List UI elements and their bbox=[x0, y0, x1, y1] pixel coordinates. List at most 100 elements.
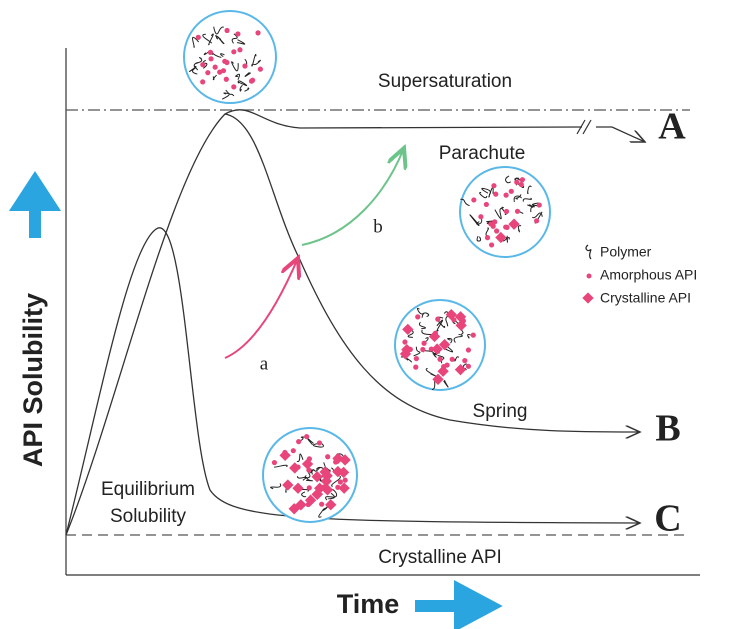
polymer-chain bbox=[476, 235, 482, 242]
polymer-chain bbox=[432, 352, 440, 355]
spring-label: Spring bbox=[473, 401, 528, 422]
polymer-chain bbox=[501, 206, 507, 215]
crystal bbox=[402, 323, 414, 336]
amorphous-dot bbox=[470, 332, 476, 338]
polymer-chain bbox=[311, 467, 320, 472]
amorphous-dot bbox=[503, 192, 509, 198]
polymer-chain bbox=[202, 33, 212, 44]
amorphous-dot bbox=[471, 197, 477, 203]
polymer-chain bbox=[327, 492, 335, 500]
amorphous-dot bbox=[205, 70, 211, 76]
crystal bbox=[279, 449, 291, 462]
amorphous-dot bbox=[421, 340, 427, 346]
polymer-chain bbox=[236, 39, 246, 45]
crystal bbox=[319, 466, 331, 478]
curve-label: A bbox=[658, 106, 686, 148]
polymer-chain bbox=[220, 53, 225, 57]
curve-label: B bbox=[655, 408, 680, 450]
polymer-chain bbox=[522, 197, 533, 202]
legend-label: Crystalline API bbox=[600, 290, 691, 306]
arrow-label: a bbox=[260, 353, 269, 374]
legend-label: Polymer bbox=[600, 244, 652, 260]
polymer-chain bbox=[237, 80, 248, 87]
crystal bbox=[301, 458, 314, 470]
polymer-chain bbox=[301, 491, 307, 498]
amorphous-dot bbox=[200, 62, 206, 68]
amorphous-dot bbox=[342, 477, 348, 483]
polymer-chain bbox=[244, 72, 251, 77]
crystal bbox=[455, 319, 467, 332]
polymer-chain bbox=[213, 26, 224, 35]
polymer-chain bbox=[212, 52, 222, 58]
amorphous-dot bbox=[224, 27, 230, 34]
crystal bbox=[508, 218, 520, 230]
amorphous-dot bbox=[306, 485, 312, 491]
amorphous-dot bbox=[483, 201, 489, 208]
polymer-chain bbox=[305, 476, 313, 482]
polymer-chain bbox=[527, 204, 534, 213]
crystal bbox=[282, 479, 294, 491]
polymer-chain bbox=[192, 65, 198, 75]
amorphous-dot bbox=[337, 479, 343, 485]
amorphous-dot bbox=[488, 242, 495, 248]
amorphous-dot bbox=[237, 47, 243, 53]
amorphous-dot bbox=[492, 219, 498, 225]
polymer-chain bbox=[425, 367, 437, 377]
amorphous-dot bbox=[536, 202, 542, 208]
polymer-chain bbox=[231, 61, 239, 72]
polymer-chain bbox=[215, 35, 222, 40]
amorphous-dot bbox=[493, 191, 499, 197]
polymer-chain bbox=[208, 33, 214, 46]
crystal bbox=[432, 373, 444, 385]
amorphous-dot bbox=[478, 214, 484, 220]
curve-label: C bbox=[654, 498, 681, 540]
amorphous-dot bbox=[271, 459, 278, 466]
crystal bbox=[332, 452, 344, 465]
y-axis-label: API Solubility bbox=[18, 293, 48, 467]
crystal bbox=[431, 343, 443, 355]
polymer-chain bbox=[244, 87, 250, 92]
arrow-label: b bbox=[373, 216, 383, 237]
polymer-chain bbox=[192, 36, 200, 48]
crystal bbox=[445, 308, 457, 321]
equilibrium-label: Solubility bbox=[110, 506, 187, 527]
x-axis-label: Time bbox=[337, 589, 400, 619]
polymer-chain bbox=[296, 453, 304, 463]
amorphous-dot bbox=[503, 224, 509, 230]
amorphous-dot bbox=[435, 316, 441, 322]
polymer-chain bbox=[331, 475, 341, 487]
x-arrow bbox=[415, 580, 503, 629]
polymer-chain bbox=[195, 56, 203, 64]
amorphous-dot bbox=[248, 78, 255, 84]
crystal bbox=[337, 466, 350, 479]
legend-amorphous-icon bbox=[586, 273, 592, 279]
amorphous-dot bbox=[491, 183, 497, 189]
polymer-chain bbox=[505, 175, 512, 184]
amorphous-dot bbox=[484, 235, 491, 241]
legend-label: Amorphous API bbox=[600, 267, 697, 283]
amorphous-dot bbox=[195, 34, 201, 40]
legend-polymer-icon bbox=[585, 244, 592, 260]
axis-break bbox=[576, 119, 592, 135]
supersaturation-label: Supersaturation bbox=[378, 71, 512, 92]
amorphous-dot bbox=[402, 339, 408, 345]
polymer-chain bbox=[505, 235, 508, 243]
polymer-chain bbox=[413, 346, 421, 357]
crystalline-label: Crystalline API bbox=[378, 547, 502, 568]
polymer-chain bbox=[274, 464, 288, 468]
amorphous-dot bbox=[428, 346, 434, 352]
amorphous-dot bbox=[444, 362, 450, 368]
polymer-chain bbox=[231, 33, 238, 44]
amorphous-dot bbox=[420, 346, 426, 353]
arrow-a bbox=[224, 258, 298, 359]
amorphous-dot bbox=[518, 181, 524, 188]
particle-sphere bbox=[183, 10, 277, 104]
polymer-chain bbox=[479, 192, 488, 199]
polymer-chain bbox=[299, 436, 308, 442]
equilibrium-label: Equilibrium bbox=[101, 479, 195, 500]
amorphous-dot bbox=[200, 79, 206, 85]
amorphous-dot bbox=[449, 356, 455, 362]
amorphous-dot bbox=[325, 454, 331, 460]
amorphous-dot bbox=[257, 66, 263, 72]
